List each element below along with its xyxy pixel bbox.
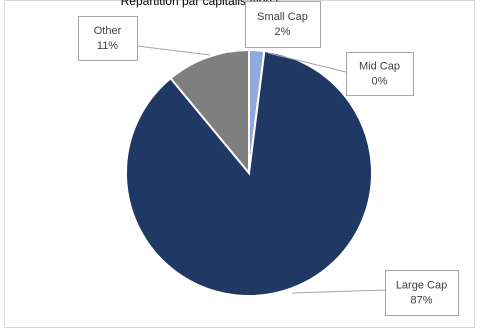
value-label: 11% bbox=[97, 40, 118, 52]
label-box bbox=[78, 16, 138, 61]
label-box bbox=[346, 52, 414, 96]
category-label: Mid Cap bbox=[359, 60, 400, 72]
value-label: 87% bbox=[410, 294, 432, 306]
label-box bbox=[385, 270, 459, 316]
label-box bbox=[245, 1, 321, 48]
chart-title: Répartition par capitalisation ( bbox=[121, 0, 280, 8]
category-label: Large Cap bbox=[396, 279, 447, 291]
value-label: 2% bbox=[275, 26, 291, 38]
pie-slice bbox=[169, 48, 250, 176]
leader-line bbox=[136, 45, 211, 56]
category-label: Small Cap bbox=[257, 11, 308, 23]
leader-line bbox=[291, 289, 386, 294]
value-label: 0% bbox=[372, 75, 388, 87]
leader-lines bbox=[136, 45, 386, 294]
leader-line bbox=[267, 52, 347, 73]
labels: Small Cap 2% Mid Cap 0% Large Cap 87% Other 11% bbox=[78, 1, 459, 316]
category-label: Other bbox=[94, 25, 122, 37]
slices bbox=[125, 48, 373, 297]
